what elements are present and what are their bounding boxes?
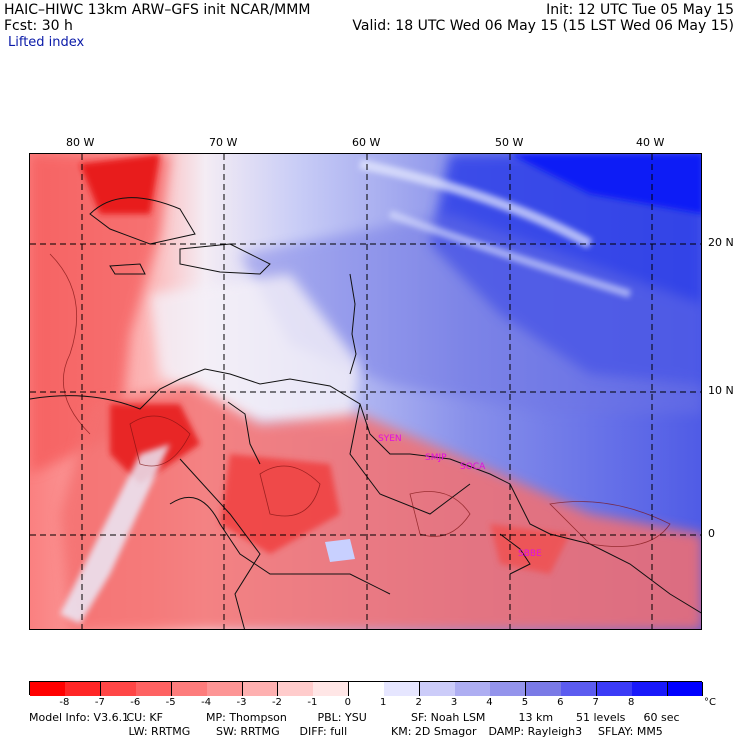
cumulus-scheme: CU: KF (126, 711, 163, 724)
colorbar-swatch (171, 682, 208, 696)
stable-pocket (325, 539, 355, 562)
colorbar-swatch (277, 682, 314, 696)
colorbar-tick-label: -3 (236, 697, 247, 708)
lat-label-10n: 10 N (708, 384, 734, 397)
colorbar (29, 681, 704, 696)
pbl-scheme: PBL: YSU (317, 711, 367, 724)
station-label: SBBE (518, 549, 542, 559)
colorbar-tick-label: 7 (592, 697, 599, 708)
colorbar-swatch (455, 682, 491, 696)
station-label: SYEN (378, 434, 402, 444)
vertical-levels: 51 levels (576, 711, 626, 724)
colorbar-tick-label: -7 (94, 697, 105, 708)
model-version: Model Info: V3.6.1 (29, 711, 130, 724)
contour-lines (49, 253, 671, 547)
colorbar-swatch (525, 682, 562, 696)
surface-layer: SFLAY: MM5 (598, 725, 663, 738)
station-label: SOCA (460, 462, 486, 472)
colorbar-tick-label: 2 (415, 697, 422, 708)
lon-label-40w: 40 W (636, 136, 665, 149)
timestep: 60 sec (643, 711, 680, 724)
eddy-coefficient: KM: 2D Smagor (391, 725, 477, 738)
station-markers: SYEN SMJP SOCA SBBE (378, 434, 542, 559)
very-unstable-cuba (80, 154, 160, 214)
microphysics-scheme: MP: Thompson (206, 711, 287, 724)
colorbar-unit: °C (704, 697, 716, 708)
cloud-streak (358, 159, 593, 249)
cloud-streak (388, 210, 632, 298)
forecast-hour: Fcst: 30 h (4, 18, 73, 34)
colorbar-swatch (348, 682, 385, 696)
station-label: SMJP (425, 453, 447, 463)
lon-label-50w: 50 W (495, 136, 524, 149)
colorbar-swatch (419, 682, 456, 696)
valid-time: Valid: 18 UTC Wed 06 May 15 (15 LST Wed … (352, 18, 734, 34)
colorbar-swatch (596, 682, 633, 696)
colorbar-tick-label: 1 (380, 697, 387, 708)
colorbar-tick-label: -6 (130, 697, 141, 708)
colorbar-tick-label: -4 (201, 697, 212, 708)
colorbar-tick-label: 4 (486, 697, 493, 708)
lon-label-60w: 60 W (352, 136, 381, 149)
shortwave-scheme: SW: RRTMG (216, 725, 280, 738)
colorbar-swatch (667, 682, 704, 696)
lon-label-70w: 70 W (209, 136, 238, 149)
andes-stable-strip (60, 444, 170, 624)
colorbar-tick-label: -8 (59, 697, 70, 708)
diffusion-option: DIFF: full (299, 725, 348, 738)
model-info-line2: LW: RRTMG SW: RRTMG DIFF: full KM: 2D Sm… (29, 725, 663, 738)
colorbar-swatch (100, 682, 137, 696)
unstable-amazon (220, 454, 340, 554)
colorbar-swatch (490, 682, 527, 696)
model-info-line1: Model Info: V3.6.1 CU: KF MP: Thompson P… (29, 711, 680, 724)
colorbar-swatch (313, 682, 350, 696)
colorbar-tick-label: 0 (344, 697, 351, 708)
colorbar-swatch (65, 682, 102, 696)
colorbar-tick-label: -2 (271, 697, 282, 708)
product-title: HAIC–HIWC 13km ARW–GFS init NCAR/MMM (4, 2, 311, 18)
grid-spacing: 13 km (518, 711, 554, 724)
very-stable-region (510, 154, 701, 214)
colorbar-swatch (30, 682, 66, 696)
colorbar-swatch (207, 682, 243, 696)
colorbar-tick-label: -5 (165, 697, 176, 708)
colorbar-tick-label: -1 (307, 697, 318, 708)
colorbar-swatch (242, 682, 279, 696)
lon-label-80w: 80 W (66, 136, 95, 149)
coastlines (30, 197, 701, 629)
colorbar-swatch (561, 682, 598, 696)
longwave-scheme: LW: RRTMG (128, 725, 191, 738)
graticule (30, 154, 701, 629)
lifted-index-map: SYEN SMJP SOCA SBBE (30, 154, 701, 629)
colorbar-tick-label: 6 (557, 697, 564, 708)
colorbar-tick-label: 3 (450, 697, 458, 708)
damping-option: DAMP: Rayleigh3 (488, 725, 583, 738)
field-name: Lifted index (8, 35, 85, 50)
colorbar-swatch (632, 682, 669, 696)
colorbar-tick-label: 8 (627, 697, 635, 708)
colorbar-swatch (136, 682, 173, 696)
colorbar-tick-label: 5 (521, 697, 529, 708)
lat-label-20n: 20 N (708, 236, 734, 249)
map-panel: SYEN SMJP SOCA SBBE (29, 153, 702, 630)
surface-scheme: SF: Noah LSM (411, 711, 486, 724)
init-time: Init: 12 UTC Tue 05 May 15 (546, 2, 734, 18)
colorbar-swatch (384, 682, 421, 696)
lat-label-0: 0 (708, 527, 715, 540)
